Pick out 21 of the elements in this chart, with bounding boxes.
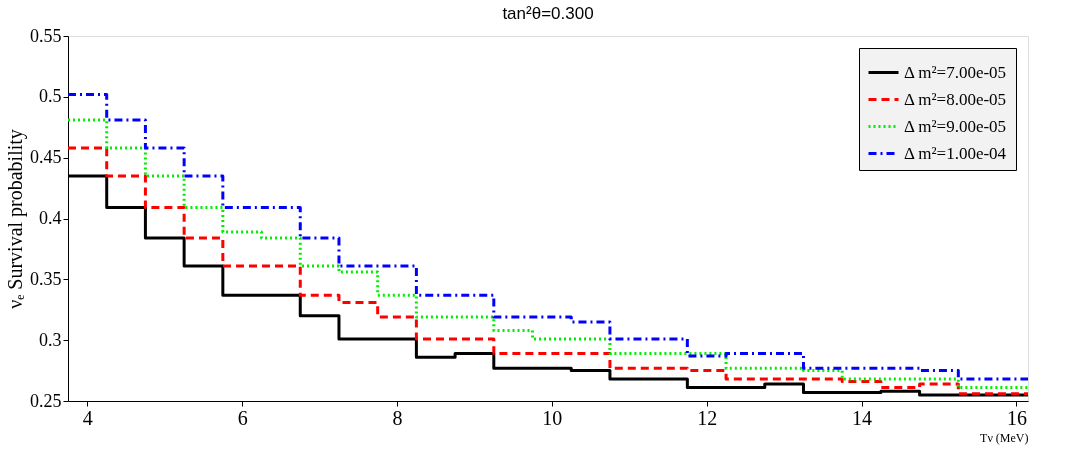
legend-label: Δ m²=1.00e-04	[904, 143, 1007, 163]
x-axis-title: Tν (MeV)	[980, 430, 1029, 445]
x-tick-label: 6	[237, 406, 248, 429]
y-tick-label: 0.45	[30, 147, 62, 168]
x-tick-label: 14	[852, 406, 873, 429]
y-tick-label: 0.5	[39, 86, 62, 107]
x-tick-label: 10	[542, 406, 563, 429]
y-tick-label: 0.3	[39, 329, 62, 350]
x-tick-label: 8	[392, 406, 403, 429]
legend-label: Δ m²=8.00e-05	[904, 89, 1007, 109]
legend-label: Δ m²=7.00e-05	[904, 62, 1007, 82]
x-tick-label: 16	[1006, 406, 1027, 429]
y-tick-label: 0.55	[30, 25, 62, 46]
x-tick-label: 12	[697, 406, 718, 429]
x-tick-label: 4	[82, 406, 93, 429]
y-tick-label: 0.35	[30, 268, 62, 289]
legend-label: Δ m²=9.00e-05	[904, 116, 1007, 136]
y-tick-label: 0.25	[30, 390, 62, 411]
y-tick-label: 0.4	[39, 208, 62, 228]
y-axis-title: νₑ Survival probability	[4, 129, 27, 309]
chart-title: tan²θ=0.300	[502, 4, 594, 23]
